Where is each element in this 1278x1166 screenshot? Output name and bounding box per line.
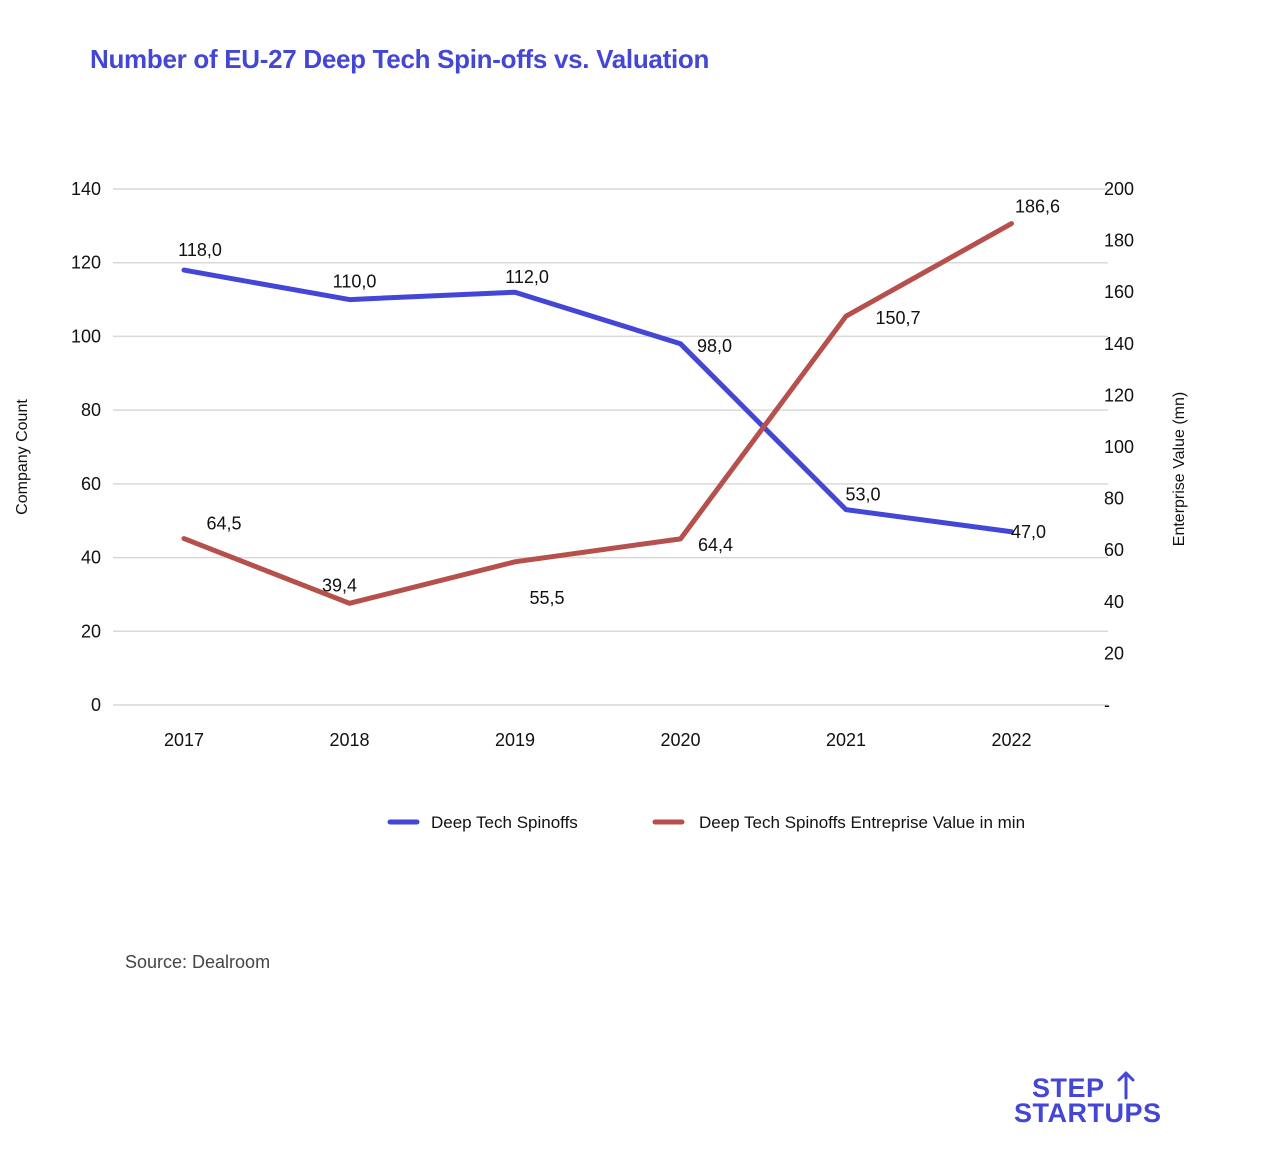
- data-label: 64,4: [698, 535, 733, 555]
- y2-tick-label: 140: [1104, 334, 1134, 354]
- y2-tick-label: -: [1104, 695, 1110, 715]
- y2-axis-title: Enterprise Value (mn): [1171, 392, 1188, 546]
- x-tick-label: 2019: [495, 730, 535, 750]
- y2-tick-label: 60: [1104, 540, 1124, 560]
- y-tick-label: 140: [71, 179, 101, 199]
- y-tick-label: 20: [81, 621, 101, 641]
- logo-text-step: STEP: [1032, 1073, 1105, 1103]
- chart-title: Number of EU-27 Deep Tech Spin-offs vs. …: [90, 44, 710, 74]
- data-label: 150,7: [875, 308, 920, 328]
- y2-tick-label: 200: [1104, 179, 1134, 199]
- y2-tick-label: 20: [1104, 643, 1124, 663]
- series-line-1: [181, 267, 1014, 535]
- y-tick-label: 40: [81, 548, 101, 568]
- data-label: 47,0: [1011, 522, 1046, 542]
- x-tick-label: 2020: [660, 730, 700, 750]
- line-chart: 0 20 40 60 80 100 120 140 - 20 40 60 80 100 120 140 160 1…: [14, 179, 1188, 832]
- y2-tick-label: 120: [1104, 385, 1134, 405]
- y-tick-label: 60: [81, 474, 101, 494]
- y-tick-label: 100: [71, 326, 101, 346]
- y2-tick-label: 40: [1104, 592, 1124, 612]
- data-label: 186,6: [1015, 197, 1060, 217]
- x-tick-label: 2018: [329, 730, 369, 750]
- y-tick-label: 80: [81, 400, 101, 420]
- y-tick-label: 0: [91, 695, 101, 715]
- legend-label-2: Deep Tech Spinoffs Entreprise Value in m…: [699, 813, 1025, 832]
- x-tick-label: 2021: [826, 730, 866, 750]
- source-note: Source: Dealroom: [125, 952, 271, 972]
- y-tick-label: 120: [71, 253, 101, 273]
- x-tick-label: 2022: [991, 730, 1031, 750]
- data-label: 53,0: [845, 485, 880, 505]
- data-label: 64,5: [206, 514, 241, 534]
- y2-tick-label: 100: [1104, 437, 1134, 457]
- y2-tick-label: 180: [1104, 231, 1134, 251]
- data-label: 112,0: [505, 267, 549, 287]
- y-axis-title: Company Count: [14, 399, 31, 515]
- up-arrow-icon: [1117, 1071, 1135, 1100]
- legend-label-1: Deep Tech Spinoffs: [431, 813, 578, 832]
- data-label: 98,0: [697, 336, 732, 356]
- data-label: 110,0: [333, 272, 377, 292]
- x-tick-label: 2017: [164, 730, 204, 750]
- data-label: 55,5: [529, 588, 564, 608]
- data-label: 118,0: [178, 240, 222, 260]
- series-line-2: [181, 221, 1014, 606]
- data-label: 39,4: [322, 575, 357, 595]
- brand-logo: STEP STARTUPS: [1014, 1070, 1184, 1130]
- y2-tick-label: 160: [1104, 282, 1134, 302]
- logo-text-startups: STARTUPS: [1014, 1098, 1162, 1128]
- y2-tick-label: 80: [1104, 489, 1124, 509]
